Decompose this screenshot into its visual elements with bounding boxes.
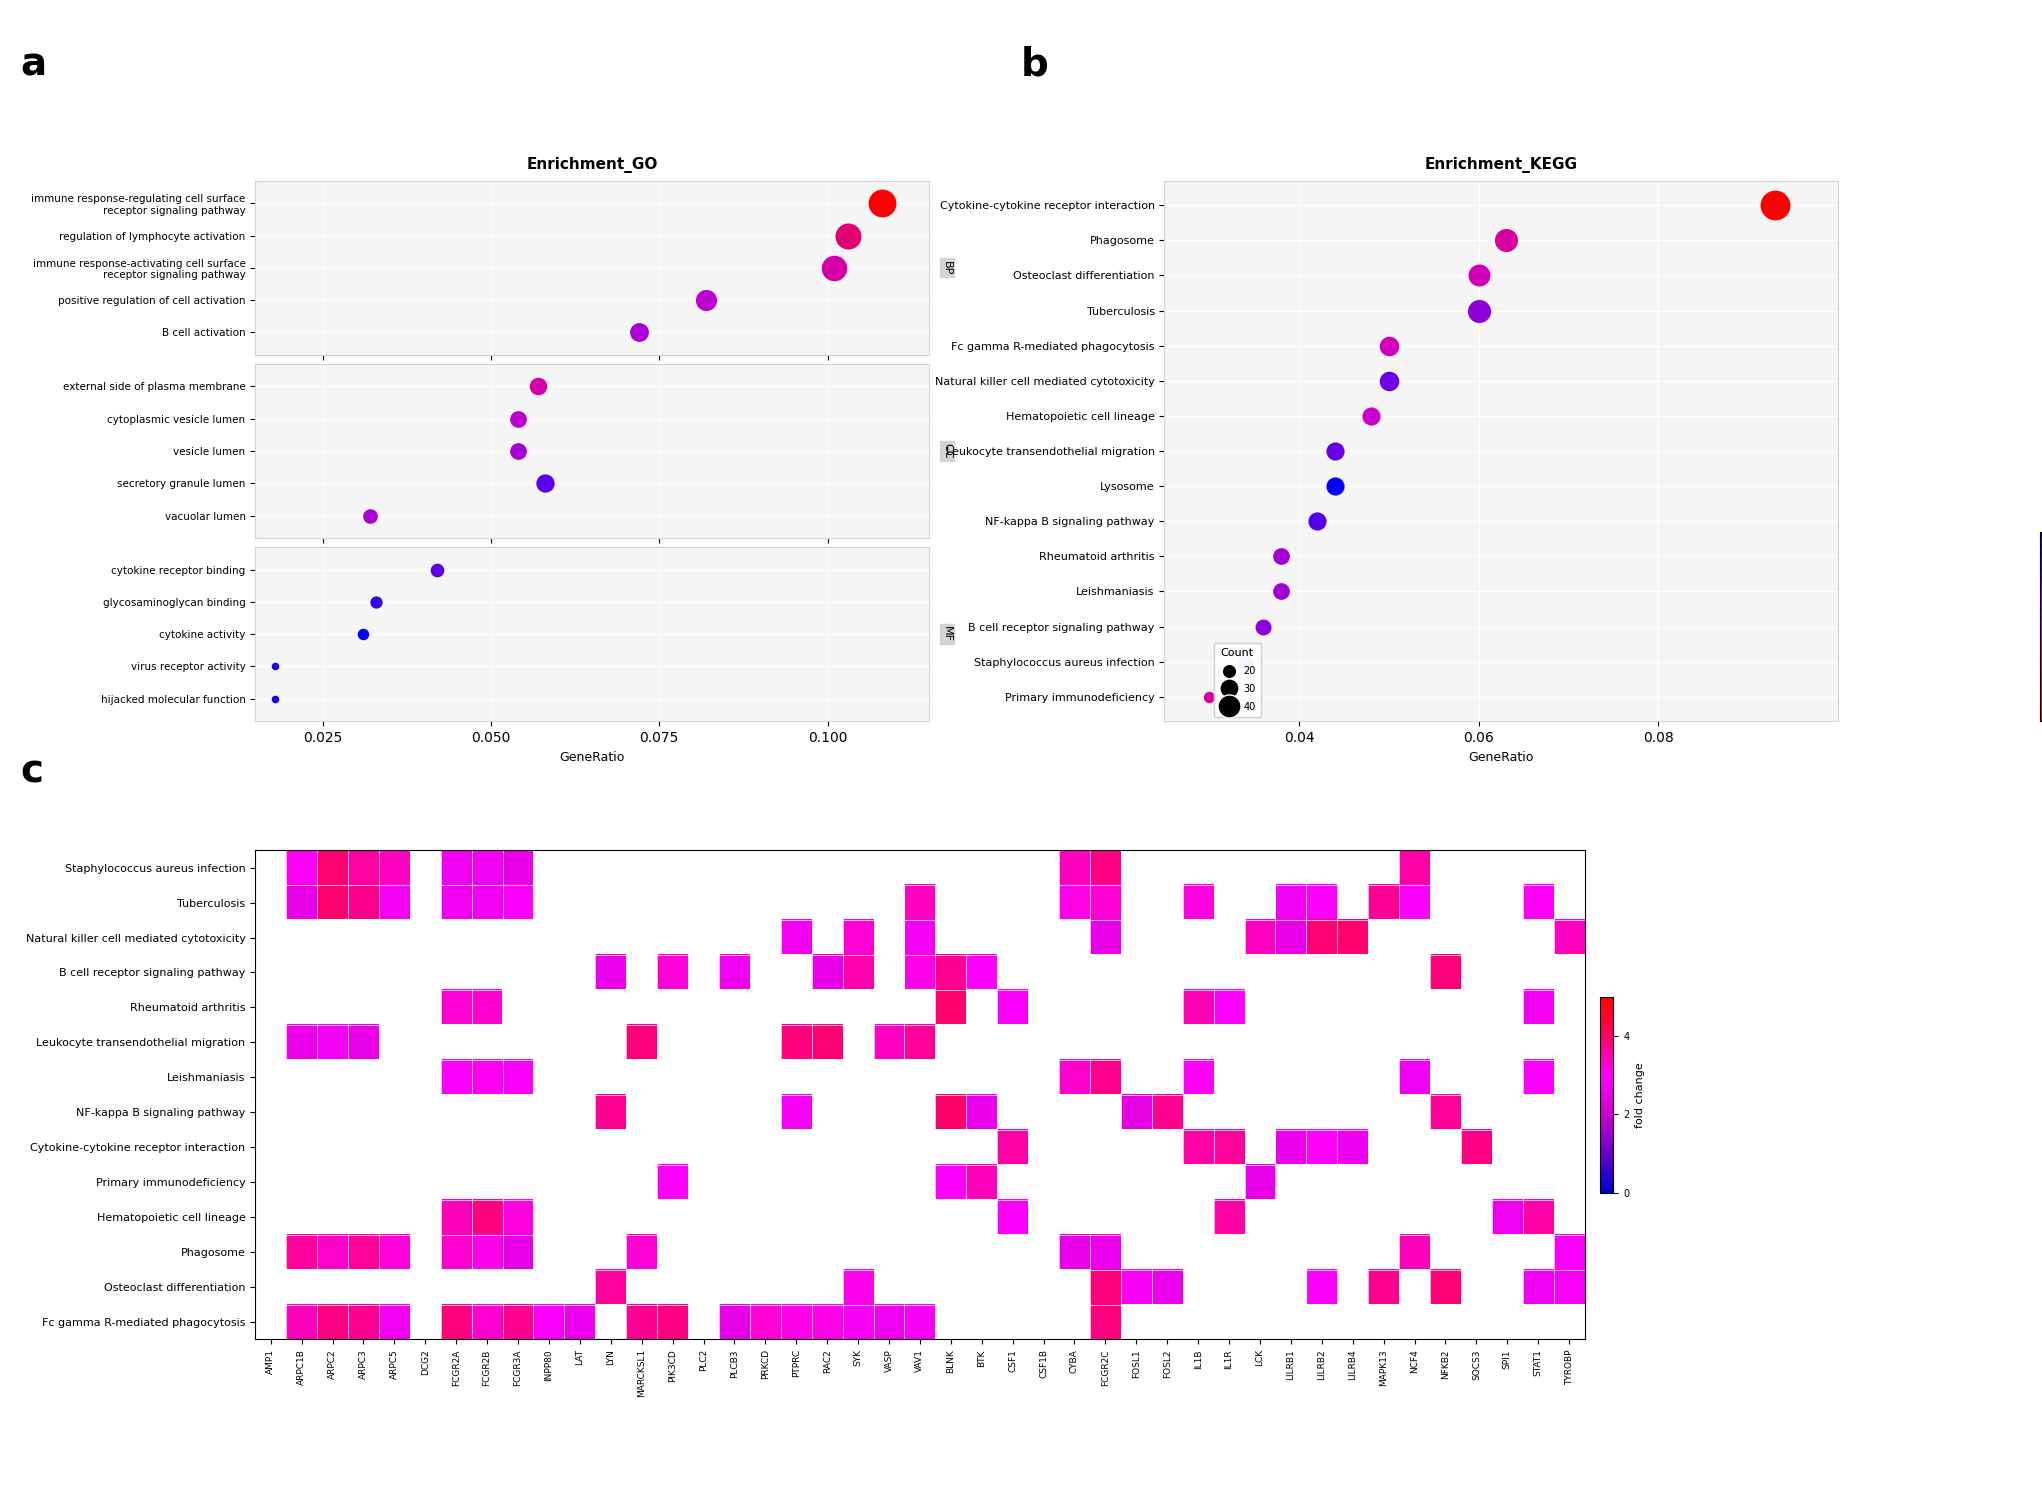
Text: c: c <box>20 752 43 790</box>
Point <box>347 622 380 646</box>
Point <box>1264 545 1297 569</box>
Point <box>831 223 864 247</box>
Point <box>353 504 386 528</box>
Text: a: a <box>20 45 47 83</box>
Point <box>1248 614 1280 638</box>
Point <box>523 375 555 399</box>
Legend: 20, 30, 40: 20, 30, 40 <box>1215 644 1260 716</box>
Point <box>1758 193 1791 217</box>
Text: b: b <box>1021 45 1050 83</box>
Point <box>1462 298 1495 322</box>
Point <box>1372 334 1405 358</box>
Point <box>259 686 292 710</box>
Point <box>1264 579 1297 604</box>
X-axis label: GeneRatio: GeneRatio <box>560 751 625 763</box>
Point <box>502 439 535 464</box>
Point <box>690 287 723 312</box>
Point <box>1354 403 1387 427</box>
Point <box>1229 650 1262 674</box>
Point <box>502 406 535 430</box>
Point <box>866 191 898 215</box>
Point <box>529 471 562 495</box>
Point <box>359 590 392 614</box>
Title: Enrichment_GO: Enrichment_GO <box>527 158 658 173</box>
Point <box>819 256 852 280</box>
Point <box>259 655 292 679</box>
X-axis label: GeneRatio: GeneRatio <box>1468 751 1534 763</box>
Text: BP: BP <box>941 260 952 275</box>
Point <box>1489 229 1521 253</box>
Point <box>1372 369 1405 393</box>
Point <box>1462 263 1495 287</box>
Title: Enrichment_KEGG: Enrichment_KEGG <box>1425 158 1578 173</box>
Point <box>1193 685 1225 709</box>
Text: CC: CC <box>941 444 952 459</box>
Text: MF: MF <box>941 626 952 643</box>
Point <box>623 321 655 345</box>
Point <box>421 557 453 581</box>
Point <box>1319 439 1352 464</box>
Point <box>1301 509 1333 533</box>
Y-axis label: fold change: fold change <box>1636 1063 1646 1127</box>
Point <box>1319 474 1352 498</box>
